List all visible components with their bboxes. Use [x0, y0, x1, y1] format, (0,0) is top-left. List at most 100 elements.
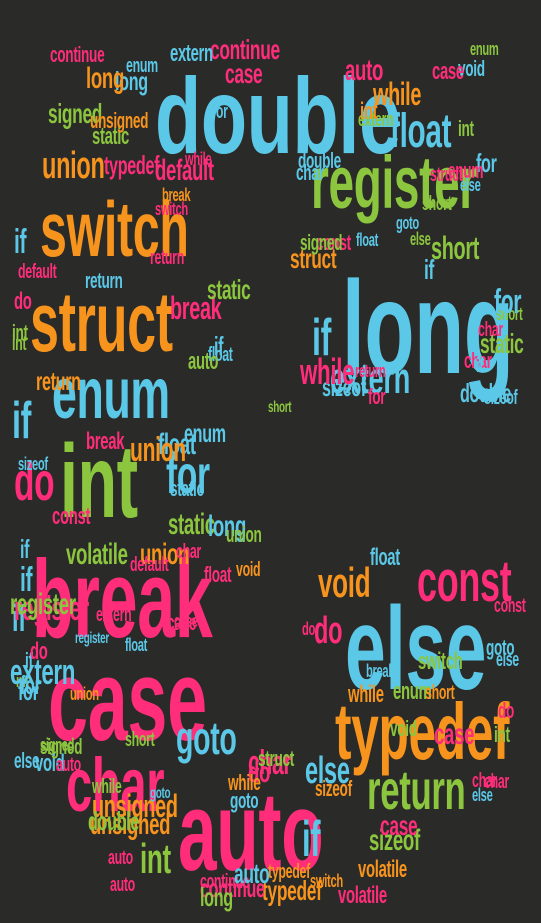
word-switch: switch [40, 185, 189, 273]
word-break: break [86, 428, 125, 455]
word-do: do [14, 288, 32, 315]
word-sizeof: sizeof [18, 454, 48, 474]
word-int: int [60, 424, 138, 540]
word-auto: auto [178, 769, 324, 894]
word-switch: switch [310, 871, 343, 891]
word-extern: extern [330, 354, 411, 403]
word-for: for [476, 148, 497, 178]
word-char: char [484, 771, 509, 793]
word-unsigned: unsigned [90, 108, 149, 133]
word-if: if [20, 534, 30, 564]
word-long: long [342, 254, 514, 401]
word-const: const [316, 230, 351, 255]
word-int: int [494, 722, 510, 747]
word-if: if [12, 598, 26, 640]
word-if: if [25, 648, 33, 673]
word-volatile: volatile [66, 538, 128, 571]
word-int: int [12, 320, 28, 345]
word-enum: enum [184, 418, 226, 448]
word-union: union [140, 538, 190, 571]
word-float: float [370, 544, 400, 571]
word-long: long [86, 62, 125, 95]
word-return: return [85, 268, 123, 293]
word-return: return [36, 366, 81, 396]
word-if: if [12, 392, 32, 450]
word-double: double [460, 378, 511, 408]
word-union: union [70, 684, 99, 704]
word-auto: auto [234, 858, 270, 889]
word-sizeof: sizeof [322, 372, 366, 402]
word-auto: auto [188, 348, 219, 375]
word-const: const [417, 549, 512, 614]
word-float: float [204, 562, 232, 587]
word-float: float [208, 344, 233, 366]
word-case: case [434, 718, 475, 751]
word-while: while [300, 351, 355, 392]
word-struct: struct [290, 243, 337, 274]
word-unsigned: unsigned [92, 788, 178, 824]
word-struct: struct [258, 746, 295, 771]
word-sizeof: sizeof [315, 776, 352, 801]
word-unsigned: unsigned [90, 808, 171, 841]
word-register: register [75, 630, 109, 647]
word-signed: signed [48, 98, 103, 129]
word-goto: goto [176, 712, 237, 764]
word-float: float [158, 428, 196, 461]
word-int: int [16, 671, 29, 691]
word-if: if [475, 309, 482, 329]
word-case: case [225, 58, 263, 89]
word-do: do [30, 638, 48, 665]
word-void: void [458, 56, 485, 81]
word-short: short [268, 399, 292, 416]
word-long: long [200, 882, 233, 912]
word-for: for [494, 283, 522, 321]
word-while: while [92, 776, 122, 798]
word-union: union [226, 522, 262, 547]
word-else: else [472, 785, 493, 805]
word-for: for [212, 101, 228, 123]
word-auto: auto [108, 847, 133, 869]
word-return: return [150, 247, 184, 269]
word-do: do [248, 756, 271, 789]
word-int: int [360, 98, 378, 125]
word-static: static [207, 274, 251, 305]
word-char: char [464, 348, 492, 373]
word-goto: goto [486, 635, 515, 660]
word-if: if [302, 811, 321, 867]
word-signed: signed [300, 230, 343, 255]
word-void: void [318, 559, 371, 606]
word-double: double [298, 148, 341, 173]
word-if: if [424, 254, 434, 285]
word-goto: goto [150, 785, 171, 802]
word-double: double [155, 55, 401, 176]
word-auto: auto [110, 874, 135, 896]
word-enum: enum [393, 678, 432, 705]
word-break: break [170, 290, 222, 326]
word-return: return [367, 758, 466, 821]
word-void: void [236, 559, 261, 581]
word-void: void [390, 716, 417, 741]
word-struct: struct [30, 275, 173, 369]
word-else: else [14, 748, 40, 773]
word-return: return [355, 361, 386, 381]
word-while: while [185, 149, 212, 169]
word-auto: auto [56, 754, 81, 776]
word-const: const [52, 503, 91, 530]
word-short: short [431, 230, 480, 266]
word-continue: continue [50, 42, 105, 67]
word-else: else [460, 175, 481, 195]
word-extern: extern [358, 109, 394, 131]
word-static: static [168, 508, 215, 541]
word-goto: goto [230, 788, 259, 813]
word-for: for [368, 384, 386, 409]
word-break: break [366, 661, 395, 681]
word-char: char [478, 319, 503, 341]
word-volatile: volatile [338, 882, 387, 909]
word-break: break [32, 538, 213, 661]
word-enum: enum [448, 158, 484, 183]
word-long: long [115, 66, 148, 96]
word-case: case [380, 810, 418, 841]
word-for: for [18, 676, 39, 706]
word-while: while [373, 76, 422, 112]
